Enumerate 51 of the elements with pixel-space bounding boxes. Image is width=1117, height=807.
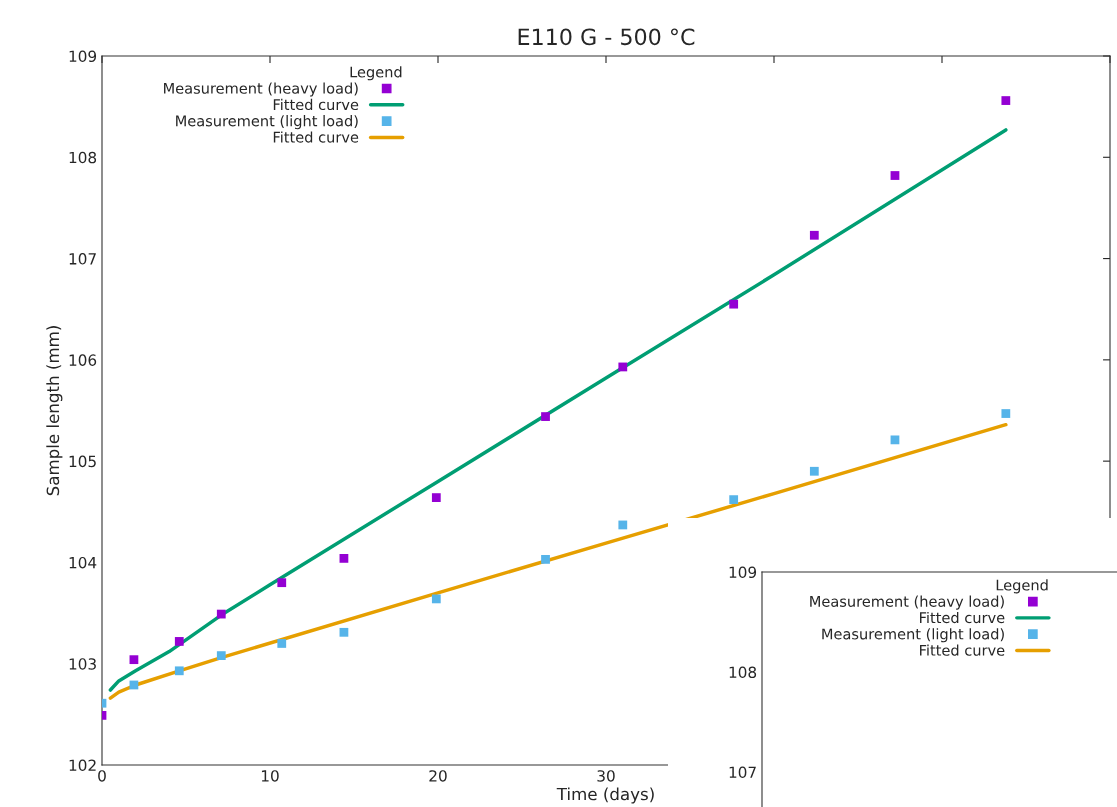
point — [216, 609, 226, 619]
x-axis-title: Time (days) — [556, 787, 654, 804]
point — [1001, 409, 1011, 418]
y-tick-label: 107 — [729, 766, 756, 779]
legend-label: Fitted curve — [920, 644, 1005, 656]
point — [618, 362, 628, 372]
point — [729, 495, 739, 505]
legend-label: Measurement (heavy load) — [164, 82, 358, 97]
point — [541, 555, 550, 564]
point — [277, 639, 287, 648]
y-axis-title: Sample length (mm) — [46, 326, 63, 496]
point — [339, 627, 349, 637]
y-tick-label: 107 — [69, 253, 96, 265]
point — [890, 435, 900, 445]
legend-label: Fitted curve — [273, 131, 359, 143]
point — [174, 666, 184, 676]
x-tick-label: 20 — [429, 770, 447, 782]
y-tick-label: 108 — [729, 666, 757, 679]
y-tick-label: 106 — [69, 354, 97, 366]
legend-label: Measurement (light load) — [176, 115, 358, 130]
point — [216, 651, 226, 660]
point — [129, 655, 139, 665]
point — [431, 594, 441, 604]
y-tick-label: 104 — [69, 556, 97, 569]
point — [809, 466, 819, 476]
legend-title: Legend — [350, 66, 402, 81]
y-tick-label: 105 — [69, 455, 96, 468]
x-tick-label: 0 — [98, 770, 106, 782]
chart-title: E110 G - 500 °C — [518, 28, 695, 46]
point — [174, 637, 184, 646]
point — [729, 299, 739, 309]
legend-label: Measurement (light load) — [822, 628, 1004, 643]
y-tick-label: 109 — [729, 566, 757, 579]
point — [809, 230, 819, 240]
point — [431, 493, 441, 502]
point — [618, 520, 628, 530]
y-tick-label: 103 — [69, 658, 96, 670]
legend-label: Fitted curve — [920, 611, 1005, 624]
y-tick-label: 108 — [69, 151, 97, 164]
legend-title: Legend — [996, 579, 1048, 594]
point — [277, 578, 287, 588]
point — [890, 171, 900, 180]
y-tick-label: 102 — [69, 759, 96, 772]
x-tick-label: 30 — [597, 770, 615, 782]
legend-label: Fitted curve — [273, 98, 359, 111]
y-tick-label: 109 — [69, 50, 97, 63]
point — [339, 553, 349, 563]
point — [541, 412, 550, 421]
x-tick-label: 10 — [261, 770, 279, 782]
point — [1001, 96, 1011, 105]
legend-label: Measurement (heavy load) — [810, 595, 1004, 610]
